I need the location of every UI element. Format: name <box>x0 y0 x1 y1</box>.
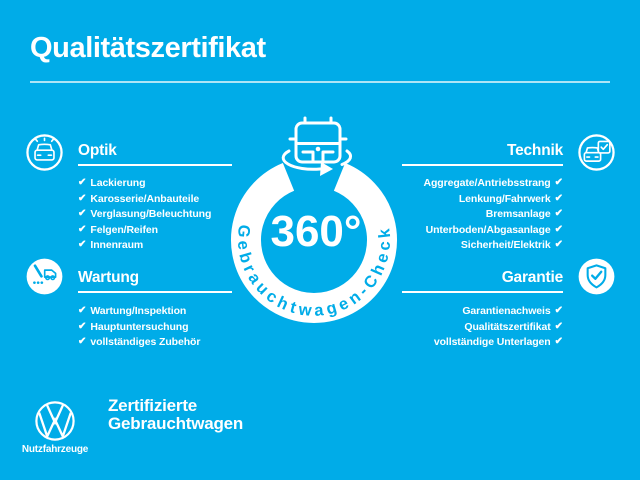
check-item-label: Lackierung <box>90 177 146 190</box>
tagline-line-1: Zertifizierte <box>108 396 198 415</box>
check-item-label: Lenkung/Fahrwerk <box>458 192 551 205</box>
checkmark-icon: ✔ <box>78 336 87 348</box>
section-divider <box>78 291 232 293</box>
check-item-label: Hauptuntersuchung <box>90 320 189 333</box>
check-item-label: Verglasung/Beleuchtung <box>90 208 212 221</box>
section-divider <box>402 164 563 166</box>
check-item-label: Sicherheit/Elektrik <box>460 239 551 252</box>
car-rotation-icon <box>281 116 353 171</box>
check-item: ✔ Unterboden/Abgasanlage <box>402 222 563 238</box>
checkmark-icon: ✔ <box>554 208 563 220</box>
check-item: ✔ Hauptuntersuchung <box>78 319 232 335</box>
check-item-label: Qualitätszertifikat <box>464 320 551 333</box>
checkmark-icon: ✔ <box>554 239 563 251</box>
tagline-line-2: Gebrauchtwagen <box>108 414 244 433</box>
checkmark-icon: ✔ <box>78 177 87 189</box>
section-title: Wartung <box>78 269 139 286</box>
checkmark-icon: ✔ <box>78 305 87 317</box>
check-item: ✔ Qualitätszertifikat <box>402 319 563 335</box>
page-title: Qualitätszertifikat <box>30 32 266 64</box>
checkmark-icon: ✔ <box>78 208 87 220</box>
arrow-head <box>320 162 333 176</box>
checkmark-icon: ✔ <box>554 192 563 204</box>
shield-check-icon <box>578 258 615 295</box>
check-item-label: vollständige Unterlagen <box>433 336 551 349</box>
section-optik: Optik ✔ Lackierung ✔ Karosserie/Anbauteile… <box>78 142 232 253</box>
check-item: ✔ Verglasung/Beleuchtung <box>78 207 232 223</box>
section-title: Optik <box>78 142 117 159</box>
ring-arc <box>231 163 397 323</box>
check-item: ✔ vollständige Unterlagen <box>402 335 563 351</box>
section-technik: Technik ✔ Aggregate/Antriebsstrang ✔ Lenku… <box>402 142 563 253</box>
checkmark-icon: ✔ <box>554 177 563 189</box>
section-divider <box>402 291 563 293</box>
check-item: ✔ Bremsanlage <box>402 207 563 223</box>
check-item: ✔ Garantienachweis <box>402 304 563 320</box>
tagline: Zertifizierte Gebrauchtwagen <box>108 397 243 433</box>
section-title: Garantie <box>501 269 563 286</box>
title-divider <box>30 81 610 83</box>
car-checklist-icon <box>578 134 615 171</box>
section-wartung: Wartung ✔ Wartung/Inspektion ✔ Hauptunters… <box>78 269 232 350</box>
check-item-label: Bremsanlage <box>485 208 551 221</box>
check-item-label: Aggregate/Antriebsstrang <box>423 177 551 190</box>
section-garantie: Garantie ✔ Garantienachweis ✔ Qualitätszer… <box>402 269 563 350</box>
badge-360-check: Gebrauchtwagen-Check 360° <box>231 116 397 323</box>
check-item: ✔ Karosserie/Anbauteile <box>78 191 232 207</box>
car-front-icon <box>26 134 63 171</box>
check-item-label: Karosserie/Anbauteile <box>90 192 200 205</box>
check-item-label: Unterboden/Abgasanlage <box>425 223 551 236</box>
degrees-label: 360° <box>270 207 361 256</box>
section-divider <box>78 164 232 166</box>
checkmark-icon: ✔ <box>554 320 563 332</box>
check-item-label: Felgen/Reifen <box>90 223 158 236</box>
brand-sub-label: Nutzfahrzeuge <box>21 444 89 455</box>
check-item: ✔ Sicherheit/Elektrik <box>402 238 563 254</box>
checkmark-icon: ✔ <box>78 320 87 332</box>
check-item: ✔ Lenkung/Fahrwerk <box>402 191 563 207</box>
check-item-label: Wartung/Inspektion <box>90 305 187 318</box>
check-item: ✔ Lackierung <box>78 176 232 192</box>
check-item: ✔ Wartung/Inspektion <box>78 304 232 320</box>
checkmark-icon: ✔ <box>554 223 563 235</box>
check-item: ✔ Innenraum <box>78 238 232 254</box>
check-item: ✔ Felgen/Reifen <box>78 222 232 238</box>
checkmark-icon: ✔ <box>78 192 87 204</box>
checkmark-icon: ✔ <box>554 305 563 317</box>
check-item: ✔ Aggregate/Antriebsstrang <box>402 176 563 192</box>
checkmark-icon: ✔ <box>554 336 563 348</box>
section-title: Technik <box>506 142 563 159</box>
check-item-label: Garantienachweis <box>462 305 551 318</box>
check-item-label: Innenraum <box>90 239 144 252</box>
checkmark-icon: ✔ <box>78 223 87 235</box>
check-item: ✔ vollständiges Zubehör <box>78 335 232 351</box>
check-item-label: vollständiges Zubehör <box>90 336 201 349</box>
service-pencil-car-icon <box>26 258 63 295</box>
checkmark-icon: ✔ <box>78 239 87 251</box>
vw-logo-icon <box>35 401 75 441</box>
